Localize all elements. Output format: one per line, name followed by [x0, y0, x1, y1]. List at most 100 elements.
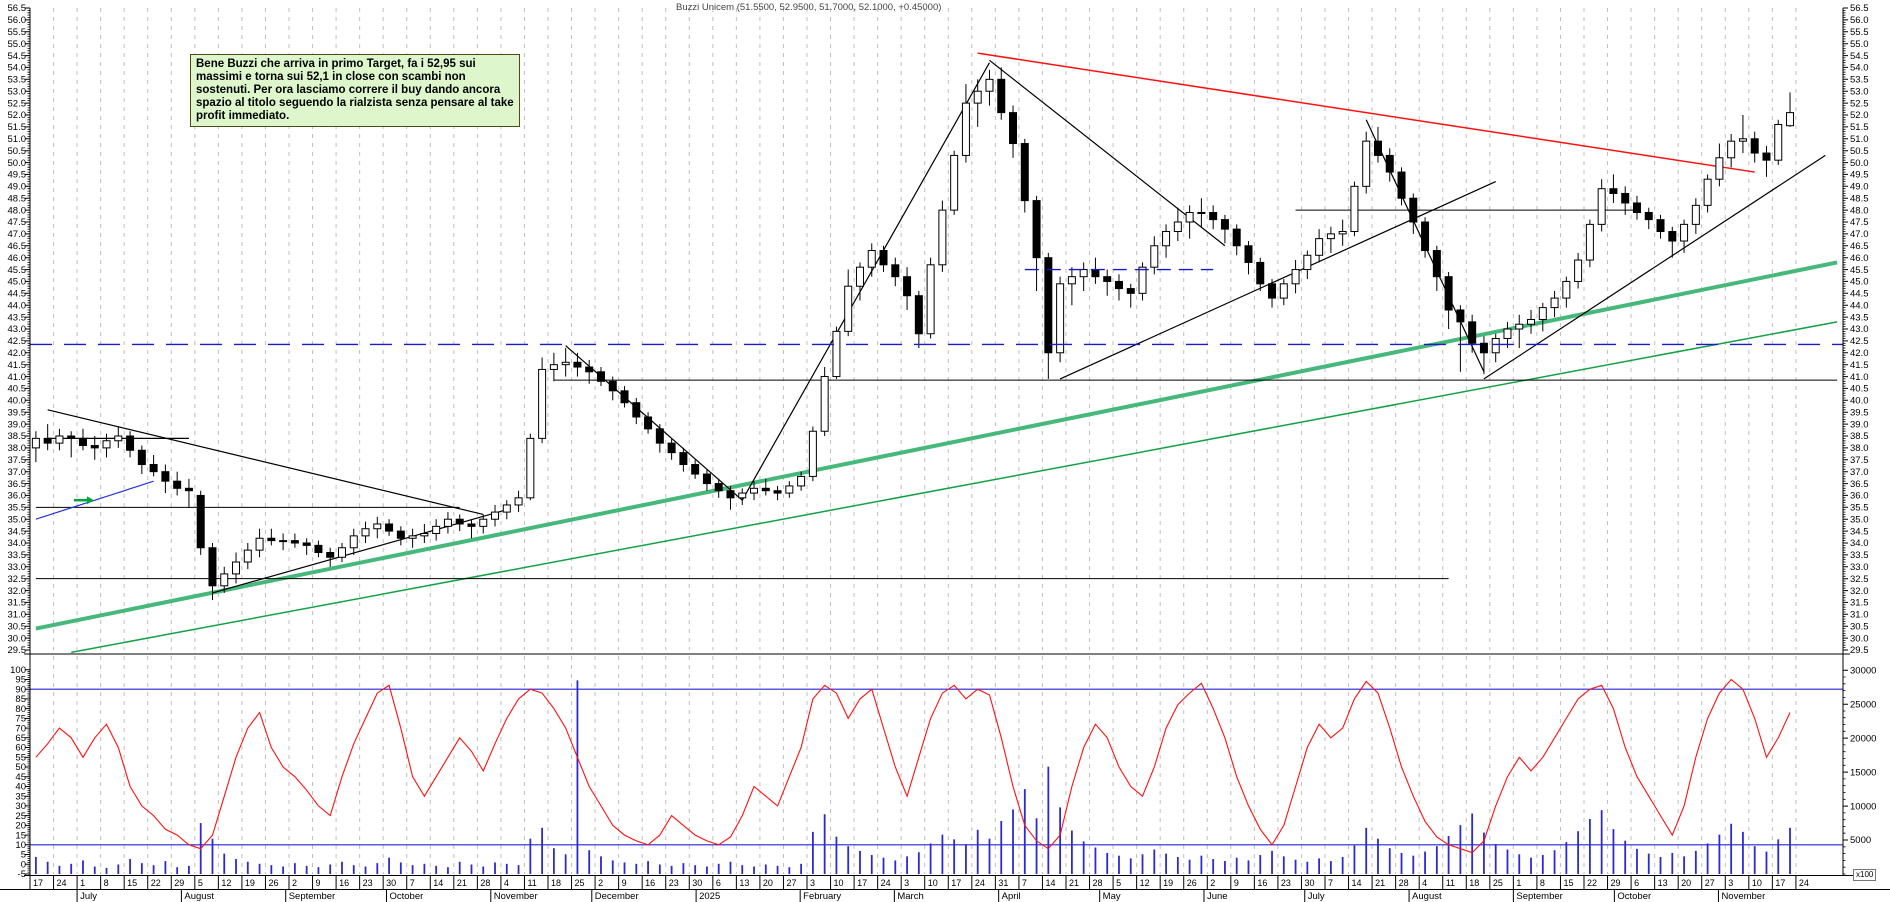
svg-text:29.5: 29.5 — [8, 645, 27, 656]
svg-text:34.0: 34.0 — [1850, 538, 1869, 549]
svg-text:32.0: 32.0 — [8, 586, 27, 597]
svg-text:51.0: 51.0 — [1850, 134, 1869, 145]
svg-text:43.0: 43.0 — [8, 324, 27, 335]
svg-text:40.0: 40.0 — [8, 396, 27, 407]
svg-text:52.5: 52.5 — [1850, 98, 1869, 109]
svg-text:54.0: 54.0 — [1850, 63, 1869, 74]
svg-text:40.0: 40.0 — [1850, 396, 1869, 407]
svg-text:21: 21 — [1375, 878, 1385, 888]
svg-text:25: 25 — [575, 878, 585, 888]
svg-text:33.0: 33.0 — [1850, 562, 1869, 573]
horizontal-support-lines — [35, 209, 1838, 580]
svg-text:6: 6 — [716, 878, 721, 888]
svg-text:8: 8 — [104, 878, 109, 888]
svg-text:45.0: 45.0 — [1850, 277, 1869, 288]
svg-text:24: 24 — [975, 878, 985, 888]
svg-text:October: October — [389, 891, 423, 902]
svg-text:39.5: 39.5 — [8, 407, 27, 418]
svg-text:November: November — [1721, 891, 1765, 902]
svg-text:17: 17 — [857, 878, 867, 888]
svg-text:90: 90 — [15, 684, 26, 695]
svg-text:39.0: 39.0 — [1850, 419, 1869, 430]
svg-text:15: 15 — [15, 830, 26, 841]
svg-text:15: 15 — [127, 878, 137, 888]
svg-text:50.0: 50.0 — [8, 158, 27, 169]
svg-text:49.0: 49.0 — [8, 182, 27, 193]
svg-text:November: November — [494, 891, 538, 902]
svg-text:12: 12 — [221, 878, 231, 888]
svg-text:2: 2 — [292, 878, 297, 888]
svg-text:31.0: 31.0 — [1850, 610, 1869, 621]
svg-text:43.0: 43.0 — [1850, 324, 1869, 335]
svg-text:35.5: 35.5 — [1850, 503, 1869, 514]
svg-text:54.5: 54.5 — [8, 51, 27, 62]
volume-bars — [34, 680, 1791, 874]
svg-text:20: 20 — [15, 821, 26, 832]
svg-text:14: 14 — [1045, 878, 1055, 888]
svg-text:40.5: 40.5 — [1850, 384, 1869, 395]
svg-text:30.0: 30.0 — [1850, 633, 1869, 644]
svg-text:52.0: 52.0 — [8, 110, 27, 121]
svg-text:53.0: 53.0 — [1850, 86, 1869, 97]
svg-text:4: 4 — [1422, 878, 1427, 888]
svg-text:17: 17 — [951, 878, 961, 888]
svg-text:23: 23 — [1281, 878, 1291, 888]
weekly-gridlines — [29, 8, 1797, 874]
svg-text:21: 21 — [457, 878, 467, 888]
svg-text:15: 15 — [1563, 878, 1573, 888]
svg-text:18: 18 — [551, 878, 561, 888]
svg-text:41.5: 41.5 — [8, 360, 27, 371]
volume-scale-multiplier-label: x100 — [1853, 869, 1877, 881]
svg-text:52.5: 52.5 — [8, 98, 27, 109]
svg-text:11: 11 — [1446, 878, 1455, 888]
svg-text:7: 7 — [1022, 878, 1027, 888]
svg-text:February: February — [803, 891, 841, 902]
svg-text:3: 3 — [810, 878, 815, 888]
svg-text:33.5: 33.5 — [1850, 550, 1869, 561]
svg-text:46.0: 46.0 — [8, 253, 27, 264]
svg-text:5: 5 — [1116, 878, 1121, 888]
svg-text:19: 19 — [245, 878, 255, 888]
svg-text:51.0: 51.0 — [8, 134, 27, 145]
svg-text:April: April — [1002, 891, 1021, 902]
svg-text:7: 7 — [1328, 878, 1333, 888]
svg-text:36.5: 36.5 — [8, 479, 27, 490]
svg-text:30: 30 — [692, 878, 702, 888]
svg-text:30.5: 30.5 — [1850, 621, 1869, 632]
svg-text:August: August — [1412, 891, 1442, 902]
svg-text:37.5: 37.5 — [1850, 455, 1869, 466]
svg-text:23: 23 — [669, 878, 679, 888]
svg-text:31: 31 — [998, 878, 1008, 888]
svg-text:56.5: 56.5 — [1850, 3, 1869, 14]
svg-text:October: October — [1617, 891, 1651, 902]
svg-text:10: 10 — [834, 878, 844, 888]
svg-text:2025: 2025 — [699, 891, 720, 902]
svg-text:55.0: 55.0 — [8, 39, 27, 50]
svg-text:32.5: 32.5 — [8, 574, 27, 585]
svg-text:-5: -5 — [18, 869, 26, 880]
svg-text:28: 28 — [1093, 878, 1103, 888]
svg-text:47.0: 47.0 — [8, 229, 27, 240]
svg-text:6: 6 — [1634, 878, 1639, 888]
svg-text:33.5: 33.5 — [8, 550, 27, 561]
buy-arrow-icon — [73, 496, 94, 505]
svg-text:56.5: 56.5 — [8, 3, 27, 14]
svg-text:36.5: 36.5 — [1850, 479, 1869, 490]
svg-text:16: 16 — [339, 878, 349, 888]
svg-text:14: 14 — [1352, 878, 1362, 888]
svg-text:9: 9 — [622, 878, 627, 888]
svg-text:31.0: 31.0 — [8, 610, 27, 621]
svg-text:26: 26 — [1187, 878, 1197, 888]
svg-text:23: 23 — [363, 878, 373, 888]
svg-text:10: 10 — [15, 840, 26, 851]
svg-text:5000: 5000 — [1850, 835, 1871, 846]
svg-text:53.0: 53.0 — [8, 86, 27, 97]
svg-text:36.0: 36.0 — [1850, 491, 1869, 502]
chart-title: Buzzi Unicem (51.5500, 52.9500, 51.7000,… — [676, 2, 942, 13]
svg-text:18: 18 — [1469, 878, 1479, 888]
price-axis: 29.5 29.530.0 30.030.5 30.531.0 31.031.5 31.5… — [8, 3, 1869, 656]
svg-text:33.0: 33.0 — [8, 562, 27, 573]
svg-text:48.5: 48.5 — [1850, 193, 1869, 204]
